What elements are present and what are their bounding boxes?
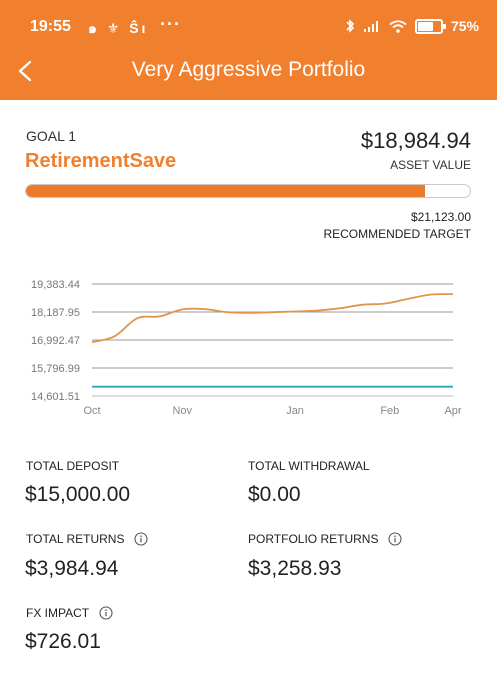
portfolio-returns-value: $3,258.93 <box>248 557 342 580</box>
goal-name: RetirementSave <box>25 150 177 172</box>
fx-impact-value: $726.01 <box>25 630 101 653</box>
total-returns-row: TOTAL RETURNS <box>26 532 149 546</box>
status-right-group: 75% <box>345 18 479 34</box>
portfolio-returns-row: PORTFOLIO RETURNS <box>248 532 403 546</box>
goal-label: GOAL 1 <box>26 128 77 144</box>
app-header: 19:55 ๑ ⚜ Ŝı ··· 75% <box>0 0 497 100</box>
y-tick-label: 19,383.44 <box>31 279 80 291</box>
fx-impact-label: FX IMPACT <box>26 606 90 620</box>
x-tick-label: Apr <box>444 405 461 417</box>
chevron-left-icon <box>18 60 32 82</box>
recommended-target-value: $21,123.00 <box>410 210 471 224</box>
x-tick-label: Feb <box>380 405 399 417</box>
y-tick-label: 14,601.51 <box>31 391 80 403</box>
total-returns-value: $3,984.94 <box>25 557 119 580</box>
y-tick-label: 15,796.99 <box>31 363 80 375</box>
back-button[interactable] <box>10 54 40 88</box>
goal-progress-bar <box>25 184 471 198</box>
status-bar: 19:55 ๑ ⚜ Ŝı ··· 75% <box>0 0 497 52</box>
bluetooth-icon <box>346 19 355 33</box>
wifi-icon <box>389 19 407 33</box>
total-deposit-label: TOTAL DEPOSIT <box>26 459 120 473</box>
portfolio-chart: 19,383.44 18,187.95 16,992.47 15,796.99 14,6… <box>31 279 462 417</box>
x-tick-label: Oct <box>83 405 100 417</box>
battery-icon <box>414 18 446 34</box>
total-returns-label: TOTAL RETURNS <box>26 532 125 546</box>
recommended-target-label: RECOMMENDED TARGET <box>323 227 471 241</box>
signal-icon <box>363 21 378 32</box>
asset-value-series-line <box>91 293 454 344</box>
portfolio-returns-info-icon[interactable] <box>388 532 403 546</box>
goal-progress-fill <box>26 185 425 197</box>
total-deposit-value: $15,000.00 <box>25 483 131 506</box>
asset-value: $18,984.94 <box>360 128 471 153</box>
total-withdrawal-value: $0.00 <box>248 483 301 506</box>
notification-icons: ๑ ⚜ Ŝı <box>88 20 149 36</box>
x-tick-label: Jan <box>286 405 304 417</box>
page-title: Very Aggressive Portfolio <box>131 58 366 81</box>
portfolio-returns-label: PORTFOLIO RETURNS <box>248 532 379 546</box>
fx-impact-info-icon[interactable] <box>99 606 113 620</box>
asset-value-label: ASSET VALUE <box>390 158 471 172</box>
x-tick-label: Nov <box>172 405 192 417</box>
total-returns-info-icon[interactable] <box>134 532 149 546</box>
y-tick-label: 18,187.95 <box>31 307 80 319</box>
status-time: 19:55 <box>30 18 71 35</box>
battery-percent: 75% <box>450 18 479 34</box>
y-tick-label: 16,992.47 <box>31 335 80 347</box>
more-notifications-icon: ··· <box>160 14 181 34</box>
fx-impact-row: FX IMPACT <box>26 606 113 620</box>
total-withdrawal-label: TOTAL WITHDRAWAL <box>248 459 370 473</box>
